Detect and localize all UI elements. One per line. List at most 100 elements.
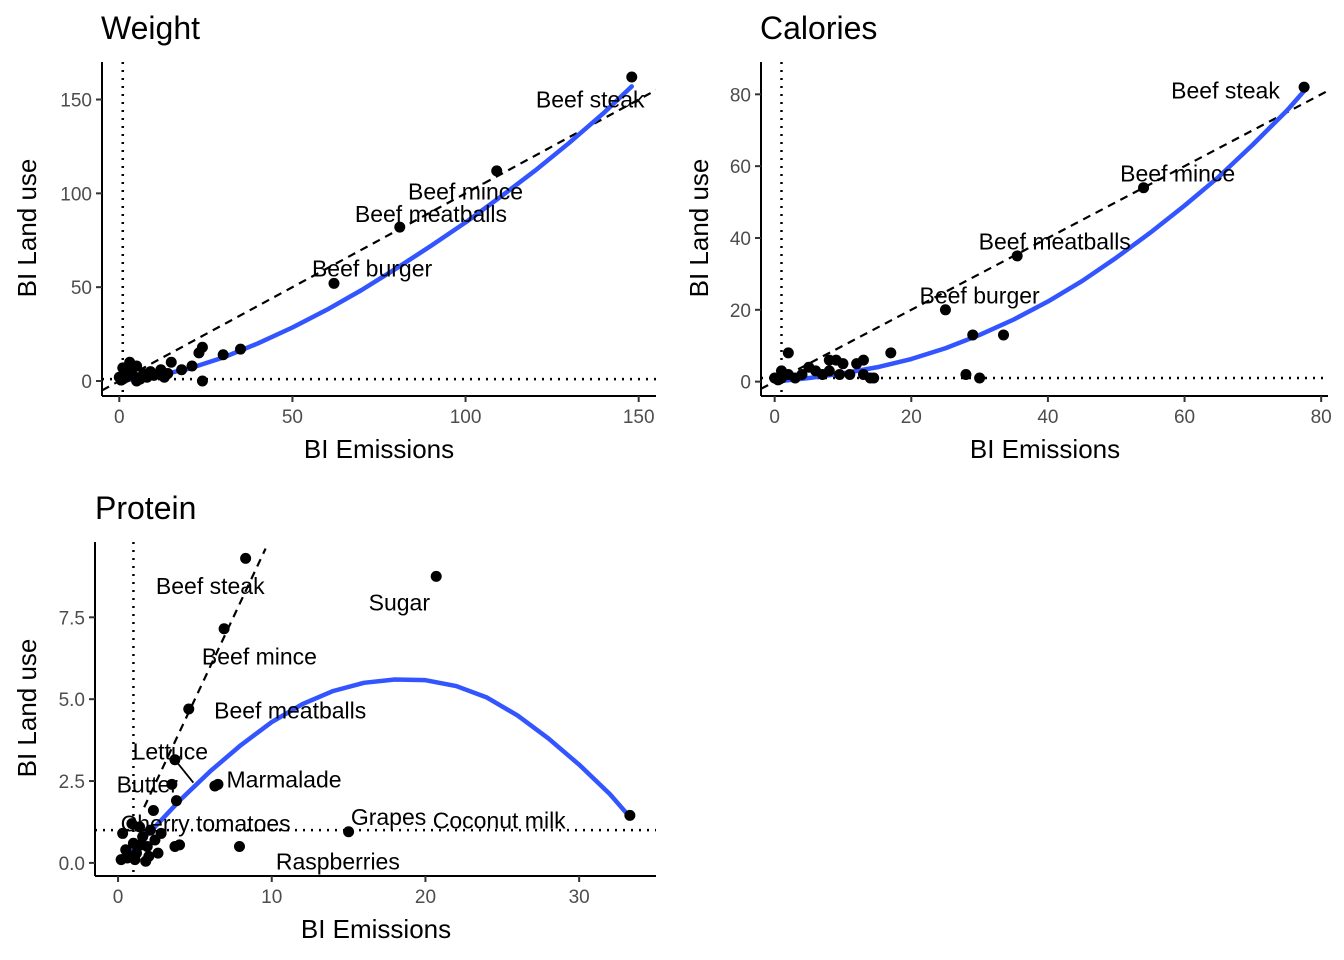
point-label: Beef steak xyxy=(156,573,265,599)
plot-area xyxy=(95,542,656,876)
x-tick-label: 20 xyxy=(415,887,436,908)
data-point xyxy=(844,368,856,380)
y-tick-label: 2.5 xyxy=(59,772,85,793)
data-point xyxy=(1138,182,1150,194)
data-point xyxy=(782,347,794,359)
data-point xyxy=(113,371,125,383)
data-point xyxy=(169,841,181,853)
plot-area xyxy=(102,62,656,396)
x-tick-label: 20 xyxy=(901,407,922,428)
data-point xyxy=(343,826,355,838)
panel-title: Protein xyxy=(95,490,196,526)
x-tick-label: 80 xyxy=(1311,407,1332,428)
y-tick-label: 60 xyxy=(730,157,751,178)
fit-curve xyxy=(117,84,635,384)
data-point xyxy=(885,347,897,359)
point-label: Marmalade xyxy=(227,766,342,792)
x-tick-label: 150 xyxy=(623,407,655,428)
data-point xyxy=(155,827,167,839)
identity-dashed-line xyxy=(102,89,656,392)
data-point xyxy=(974,372,986,384)
y-tick-label: 5.0 xyxy=(59,690,85,711)
data-point xyxy=(196,375,208,387)
x-tick-label: 100 xyxy=(450,407,482,428)
point-label: Cherry tomatoes xyxy=(121,811,291,837)
data-point xyxy=(152,847,164,859)
data-point xyxy=(117,827,129,839)
data-point xyxy=(1011,250,1023,262)
data-point xyxy=(131,375,143,387)
x-tick-label: 50 xyxy=(282,407,303,428)
identity-dashed-line xyxy=(143,548,267,808)
data-point xyxy=(209,780,221,792)
data-point xyxy=(170,795,182,807)
point-label: Beef mince xyxy=(202,644,317,670)
x-tick-label: 10 xyxy=(261,887,282,908)
panel-title: Calories xyxy=(760,10,877,46)
data-point xyxy=(430,570,442,582)
x-tick-label: 30 xyxy=(569,887,590,908)
y-tick-label: 80 xyxy=(730,85,751,106)
weight-panel: Weight BI Emissions BI Land use 0 50 100 15… xyxy=(12,10,656,464)
data-point xyxy=(624,809,636,821)
point-label: Beef burger xyxy=(920,282,1041,308)
data-point xyxy=(1298,81,1310,93)
data-point xyxy=(117,362,129,374)
fit-curve xyxy=(120,677,633,859)
point-label: Beef meatballs xyxy=(214,698,366,724)
protein-panel: Protein BI Emissions BI Land use 0 10 20 30… xyxy=(12,490,656,944)
point-label: Beef steak xyxy=(536,87,645,113)
data-point xyxy=(233,841,245,853)
data-point xyxy=(851,358,863,370)
data-point xyxy=(126,818,138,830)
y-axis-title: BI Land use xyxy=(12,639,42,778)
data-point xyxy=(143,850,155,862)
data-point xyxy=(240,552,252,564)
point-label: Beef mince xyxy=(1120,160,1235,186)
data-point xyxy=(147,805,159,817)
point-label: Beef burger xyxy=(312,255,433,281)
data-point xyxy=(218,623,230,635)
data-point xyxy=(823,354,835,366)
y-tick-label: 0.0 xyxy=(59,854,85,875)
y-axis-title: BI Land use xyxy=(12,159,42,298)
data-point xyxy=(328,277,340,289)
data-point xyxy=(193,347,205,359)
y-tick-label: 20 xyxy=(730,301,751,322)
x-tick-label: 0 xyxy=(113,887,124,908)
data-point xyxy=(960,368,972,380)
data-point xyxy=(491,165,503,177)
point-label: Raspberries xyxy=(276,848,400,874)
x-tick-label: 0 xyxy=(114,407,125,428)
identity-dashed-line xyxy=(761,89,1328,390)
point-label: Coconut milk xyxy=(433,807,566,833)
point-label: Sugar xyxy=(369,590,431,616)
x-tick-label: 40 xyxy=(1037,407,1058,428)
data-point xyxy=(217,349,229,361)
point-label: Beef steak xyxy=(1171,78,1280,104)
x-axis-title: BI Emissions xyxy=(304,434,454,464)
data-point xyxy=(166,778,178,790)
plot-area xyxy=(761,62,1328,396)
data-point xyxy=(769,372,781,384)
y-tick-label: 7.5 xyxy=(59,608,85,629)
y-tick-label: 150 xyxy=(60,91,92,112)
data-point xyxy=(803,361,815,373)
point-label: Beef meatballs xyxy=(979,229,1131,255)
data-point xyxy=(626,71,638,83)
point-label: Grapes xyxy=(351,804,426,830)
point-label: Beef meatballs xyxy=(355,201,507,227)
data-point xyxy=(868,372,880,384)
x-tick-label: 60 xyxy=(1174,407,1195,428)
y-tick-label: 40 xyxy=(730,229,751,250)
label-connector xyxy=(174,759,195,784)
point-label: Beef mince xyxy=(408,178,523,204)
data-point xyxy=(137,831,149,843)
x-tick-label: 0 xyxy=(769,407,780,428)
data-point xyxy=(967,329,979,341)
data-point xyxy=(394,221,406,233)
x-axis-title: BI Emissions xyxy=(301,914,451,944)
calories-panel: Calories BI Emissions BI Land use 0 20 40 6… xyxy=(684,10,1332,464)
point-label: Lettuce xyxy=(133,739,208,765)
